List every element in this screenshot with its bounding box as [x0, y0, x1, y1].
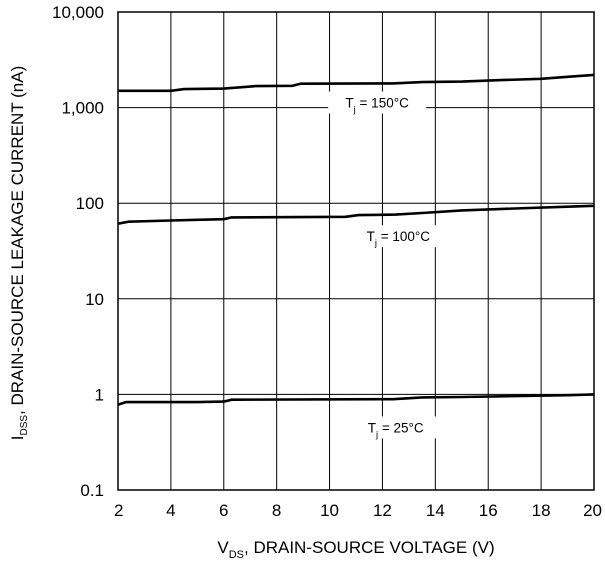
- x-tick-label: 8: [272, 501, 281, 520]
- series-label-bg: [349, 225, 448, 248]
- y-tick-label: 10,000: [52, 3, 104, 22]
- x-tick-label: 18: [532, 501, 551, 520]
- x-tick-label: 16: [479, 501, 498, 520]
- y-axis-title-main: I: [8, 436, 27, 441]
- series-line: [117, 393, 595, 406]
- x-axis-title-main: V: [217, 538, 229, 557]
- y-axis-title-rest: , DRAIN-SOURCE LEAKAGE CURRENT (nA): [8, 66, 27, 415]
- series-line: [117, 204, 595, 225]
- x-axis-title-rest: , DRAIN-SOURCE VOLTAGE (V): [244, 538, 495, 557]
- y-tick-label: 1,000: [61, 99, 104, 118]
- series-label: Tj = 25°C: [368, 420, 424, 440]
- x-axis-title: VDS, DRAIN-SOURCE VOLTAGE (V): [217, 538, 494, 561]
- series-label: Tj = 150°C: [345, 96, 409, 116]
- x-tick-label: 4: [166, 501, 175, 520]
- y-tick-labels: 0.1 1 10 100 1,000 10,000: [52, 3, 104, 500]
- grid: [118, 12, 594, 490]
- x-tick-labels: 2 4 6 8 10 12 14 16 18 20: [114, 501, 602, 520]
- y-tick-label: 0.1: [80, 481, 104, 500]
- x-tick-label: 12: [373, 501, 392, 520]
- x-tick-label: 20: [583, 501, 602, 520]
- y-tick-label: 10: [85, 290, 104, 309]
- plot-frame: [117, 11, 595, 491]
- series-layer: Tj = 150°C Tj = 100°C Tj = 25°C: [117, 73, 595, 440]
- x-tick-label: 6: [219, 501, 228, 520]
- series-label-bg: [328, 91, 427, 114]
- y-tick-label: 100: [76, 194, 104, 213]
- y-tick-label: 1: [95, 385, 104, 404]
- y-axis-title: IDSS, DRAIN-SOURCE LEAKAGE CURRENT (nA): [8, 66, 30, 441]
- series-label-bg: [346, 416, 445, 439]
- x-tick-label: 10: [320, 501, 339, 520]
- x-tick-label: 2: [114, 501, 123, 520]
- x-axis-title-sub: DS: [229, 549, 244, 561]
- series-label: Tj = 100°C: [367, 229, 431, 249]
- y-axis-title-sub: DSS: [19, 415, 30, 436]
- x-tick-label: 14: [426, 501, 445, 520]
- series-line: [118, 73, 595, 93]
